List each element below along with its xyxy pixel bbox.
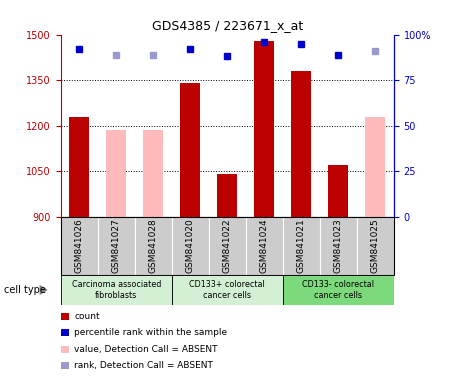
Text: GSM841021: GSM841021 bbox=[297, 218, 306, 273]
Bar bbox=[106, 130, 126, 217]
Text: percentile rank within the sample: percentile rank within the sample bbox=[74, 328, 227, 338]
Text: GSM841028: GSM841028 bbox=[149, 218, 158, 273]
Bar bbox=[254, 41, 274, 217]
Text: GSM841022: GSM841022 bbox=[223, 218, 232, 273]
Bar bbox=[61, 217, 98, 275]
Bar bbox=[180, 83, 200, 217]
Bar bbox=[69, 117, 90, 217]
Bar bbox=[61, 362, 69, 369]
Bar bbox=[209, 217, 246, 275]
Text: value, Detection Call = ABSENT: value, Detection Call = ABSENT bbox=[74, 344, 218, 354]
Text: rank, Detection Call = ABSENT: rank, Detection Call = ABSENT bbox=[74, 361, 213, 370]
Bar bbox=[246, 217, 283, 275]
Text: cell type: cell type bbox=[4, 285, 46, 295]
Bar bbox=[365, 117, 385, 217]
Text: GSM841027: GSM841027 bbox=[112, 218, 121, 273]
Bar bbox=[135, 217, 172, 275]
Text: GSM841024: GSM841024 bbox=[260, 218, 269, 273]
Text: GSM841023: GSM841023 bbox=[334, 218, 343, 273]
Bar bbox=[357, 217, 394, 275]
Polygon shape bbox=[40, 285, 48, 295]
Bar bbox=[98, 217, 135, 275]
Text: GSM841025: GSM841025 bbox=[371, 218, 380, 273]
Bar bbox=[283, 217, 320, 275]
Bar bbox=[172, 217, 209, 275]
Bar bbox=[61, 275, 172, 305]
Text: Carcinoma associated
fibroblasts: Carcinoma associated fibroblasts bbox=[72, 280, 161, 300]
Text: GSM841020: GSM841020 bbox=[186, 218, 195, 273]
Bar bbox=[283, 275, 394, 305]
Text: GSM841026: GSM841026 bbox=[75, 218, 84, 273]
Bar bbox=[328, 165, 348, 217]
Title: GDS4385 / 223671_x_at: GDS4385 / 223671_x_at bbox=[152, 19, 303, 32]
Bar bbox=[61, 346, 69, 353]
Bar bbox=[291, 71, 311, 217]
Bar bbox=[61, 313, 69, 320]
Text: CD133+ colorectal
cancer cells: CD133+ colorectal cancer cells bbox=[189, 280, 265, 300]
Bar bbox=[61, 329, 69, 336]
Bar bbox=[320, 217, 357, 275]
Bar bbox=[172, 275, 283, 305]
Text: CD133- colorectal
cancer cells: CD133- colorectal cancer cells bbox=[302, 280, 374, 300]
Bar bbox=[217, 174, 238, 217]
Text: count: count bbox=[74, 312, 100, 321]
Bar bbox=[143, 130, 163, 217]
